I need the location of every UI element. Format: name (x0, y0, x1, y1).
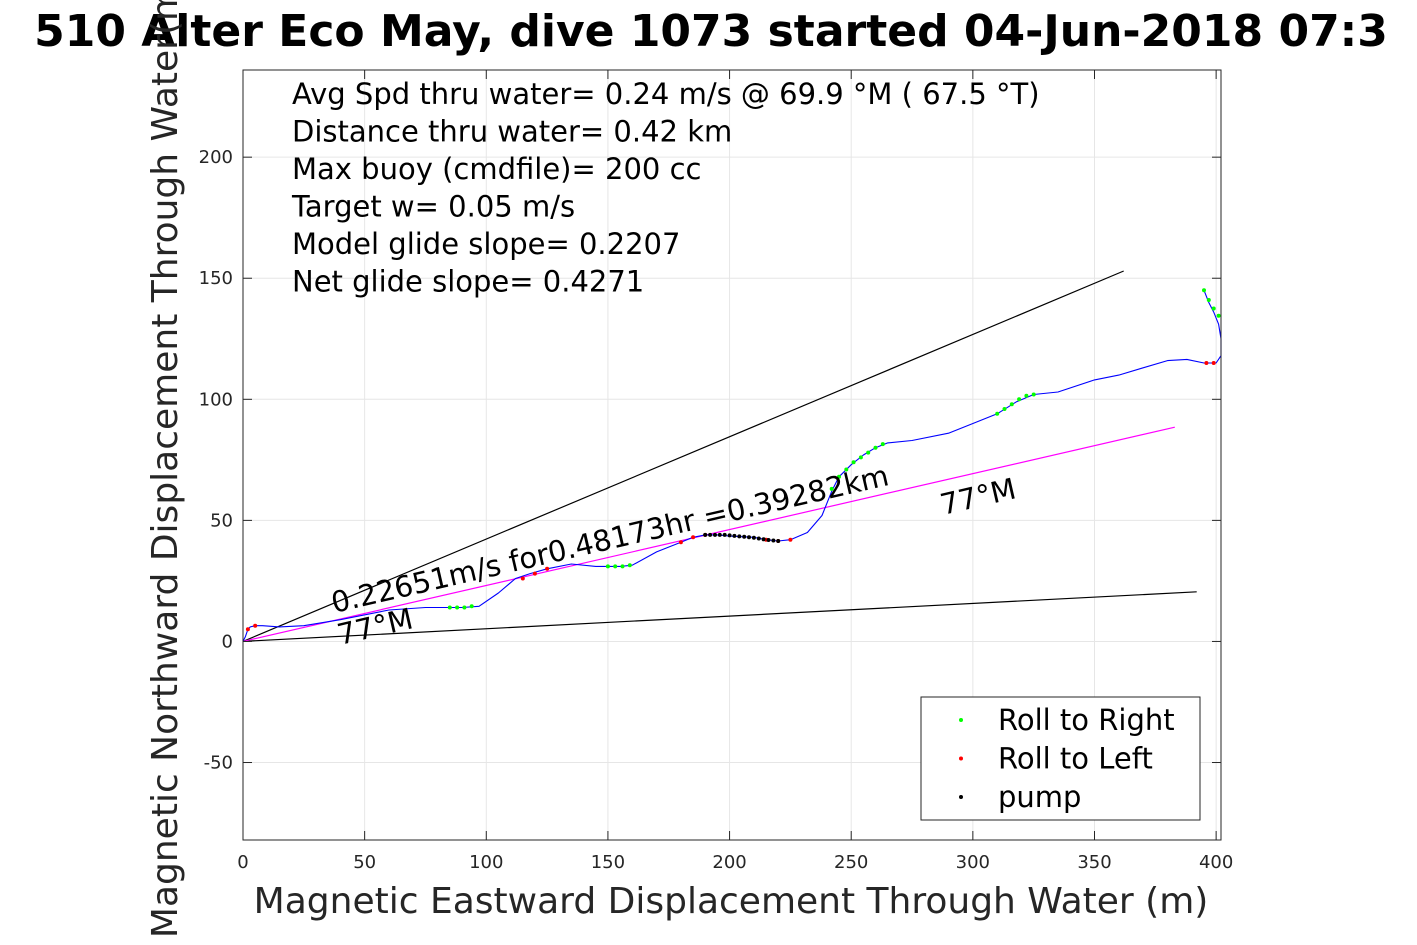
roll-to-right-marker (829, 486, 834, 491)
roll-to-right-marker (837, 474, 841, 479)
pump-marker (703, 532, 708, 537)
x-axis-label: Magnetic Eastward Displacement Through W… (254, 881, 1209, 922)
roll-to-right-marker (620, 564, 625, 569)
pump-marker (732, 533, 737, 538)
pump-marker (771, 538, 776, 543)
stat-line: Model glide slope= 0.2207 (292, 227, 680, 261)
roll-to-left-marker (691, 535, 696, 540)
roll-to-right-marker (873, 445, 878, 450)
roll-to-right-marker (455, 605, 460, 610)
stat-line: Distance thru water= 0.42 km (292, 115, 732, 149)
tick-marks (242, 70, 1221, 840)
plot-area (242, 69, 1222, 841)
stats-block: Avg Spd thru water= 0.24 m/s @ 69.9 °M (… (291, 77, 1040, 299)
pump-marker (717, 532, 722, 537)
roll-to-right-marker (1202, 288, 1206, 293)
reference-line (242, 270, 1124, 642)
pump-marker (722, 532, 727, 537)
roll-to-right-marker (469, 604, 474, 609)
roll-to-right-marker (1017, 397, 1022, 402)
x-tick-label: 300 (956, 852, 990, 873)
roll-to-right-marker (858, 455, 863, 460)
legend-label-pump: pump (998, 780, 1081, 814)
legend-label-roll-to-left: Roll to Left (998, 742, 1153, 776)
roll-to-left-marker (678, 540, 683, 545)
roll-to-right-marker (627, 563, 632, 568)
roll-to-left-marker (1204, 361, 1209, 365)
pump-marker (737, 534, 742, 539)
roll-to-right-marker (866, 450, 871, 455)
pump-marker (751, 535, 756, 540)
roll-to-right-marker (1031, 392, 1036, 397)
pump-marker (766, 538, 771, 542)
roll-to-right-marker (1211, 306, 1216, 311)
roll-to-right-marker (1206, 298, 1211, 302)
roll-to-left-marker (788, 537, 793, 542)
roll-to-left-marker (1211, 361, 1216, 365)
pump-marker (742, 534, 747, 539)
roll-to-right-marker (851, 460, 856, 465)
stat-line: Max buoy (cmdfile)= 200 cc (292, 152, 701, 186)
plot-frame (242, 69, 1222, 841)
stat-line: Avg Spd thru water= 0.24 m/s @ 69.9 °M (… (292, 77, 1040, 111)
stat-line: Target w= 0.05 m/s (291, 190, 575, 224)
x-tick-labels: 0 50 100 150 200 250 300 350 400 (237, 852, 1233, 873)
x-tick-label: 100 (469, 852, 503, 873)
x-tick-label: 400 (1199, 852, 1233, 873)
legend: Roll to Right Roll to Left pump (920, 696, 1201, 821)
legend-box (920, 696, 1201, 821)
pump-marker (747, 535, 751, 540)
pump-marker (756, 536, 761, 541)
roll-to-right-marker (1216, 313, 1221, 318)
roll-to-left-marker (520, 576, 525, 581)
chart-title: 510 Alter Eco May, dive 1073 started 04-… (34, 6, 1388, 57)
roll-to-left-marker (545, 566, 550, 571)
y-tick-label: 150 (199, 268, 233, 289)
pump-marker (727, 533, 732, 538)
legend-entries: Roll to Right Roll to Left pump (959, 703, 1175, 814)
x-tick-label: 250 (834, 852, 868, 873)
y-axis-label: Magnetic Northward Displacement Through … (145, 0, 186, 938)
legend-marker-pump (959, 795, 963, 799)
x-tick-label: 350 (1077, 852, 1111, 873)
legend-marker-roll-to-right (959, 718, 963, 722)
x-tick-label: 200 (712, 852, 746, 873)
y-tick-label: 50 (210, 510, 233, 531)
roll-to-left-marker (532, 571, 537, 576)
roll-to-right-marker (880, 442, 885, 447)
roll-to-right-marker (447, 605, 452, 610)
roll-to-right-marker (605, 564, 610, 569)
markers (245, 288, 1221, 632)
pump-marker (713, 532, 717, 537)
stat-line: Net glide slope= 0.4271 (292, 265, 644, 299)
legend-label-roll-to-right: Roll to Right (998, 703, 1175, 737)
reference-line (242, 591, 1197, 642)
x-tick-label: 0 (237, 852, 248, 873)
y-tick-label: 100 (199, 389, 233, 410)
pump-marker (708, 532, 713, 537)
y-tick-labels: -50 0 50 100 150 200 (199, 147, 233, 773)
y-tick-label: -50 (204, 753, 233, 774)
y-tick-label: 200 (199, 147, 233, 168)
roll-to-left-marker (245, 627, 250, 632)
pump-marker (761, 537, 766, 542)
x-tick-label: 150 (591, 852, 625, 873)
legend-marker-roll-to-left (959, 756, 963, 761)
roll-to-left-marker (253, 623, 258, 628)
y-tick-label: 0 (222, 631, 233, 652)
roll-to-right-marker (462, 605, 467, 610)
x-tick-label: 50 (353, 852, 376, 873)
pump-marker (776, 539, 781, 543)
roll-to-right-marker (995, 411, 1000, 416)
roll-to-right-marker (1024, 393, 1029, 398)
roll-to-right-marker (613, 564, 618, 569)
roll-to-right-marker (844, 467, 849, 472)
roll-to-right-marker (1009, 402, 1014, 407)
roll-to-right-marker (1002, 407, 1007, 411)
